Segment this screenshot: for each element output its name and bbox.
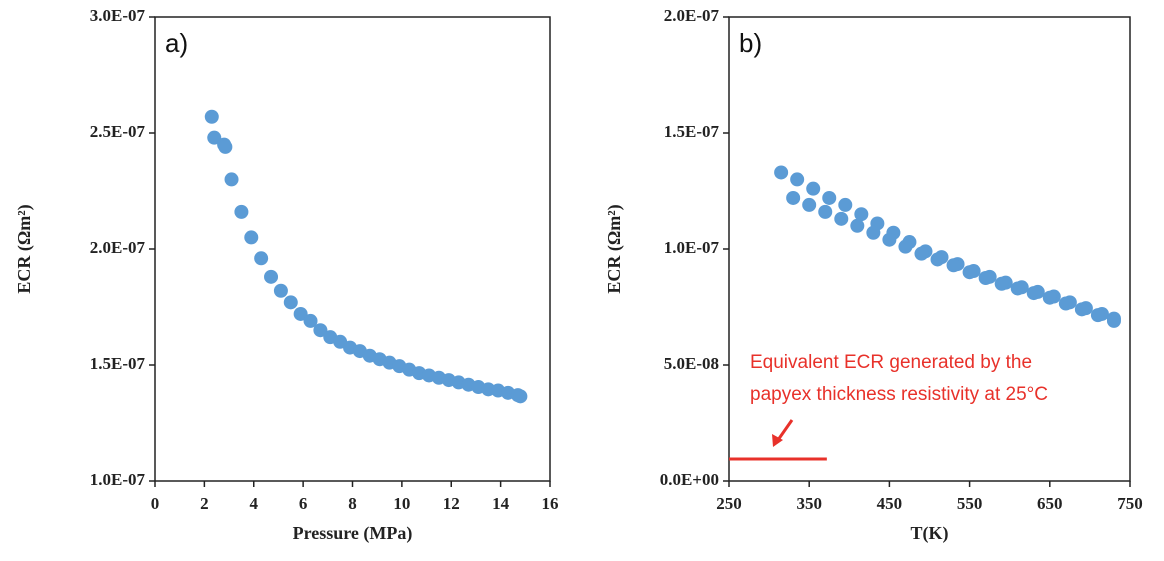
data-point xyxy=(978,271,993,285)
panel-label: a) xyxy=(165,28,188,58)
y-tick-label: 5.0E-08 xyxy=(664,354,719,373)
data-point xyxy=(283,295,298,310)
data-point xyxy=(207,130,222,145)
x-tick-label: 16 xyxy=(542,494,559,513)
data-point xyxy=(822,190,837,205)
data-point xyxy=(218,139,233,154)
data-point xyxy=(930,252,945,267)
x-axis-label: T(K) xyxy=(911,523,949,544)
data-point xyxy=(994,276,1009,291)
data-point xyxy=(946,258,961,273)
data-point xyxy=(273,283,288,298)
y-axis-label: ECR (Ωm²) xyxy=(14,204,35,293)
x-tick-label: 350 xyxy=(796,494,822,513)
annotation: Equivalent ECR generated by the xyxy=(750,352,1032,373)
data-point xyxy=(224,172,239,187)
x-tick-label: 6 xyxy=(299,494,308,513)
data-point xyxy=(1106,313,1121,328)
data-point xyxy=(850,218,865,233)
y-tick-label: 1.0E-07 xyxy=(90,470,146,489)
y-tick-label: 1.5E-07 xyxy=(90,354,146,373)
x-axis-label: Pressure (MPa) xyxy=(293,523,413,544)
y-tick-label: 0.0E+00 xyxy=(660,470,719,489)
panel-label: b) xyxy=(739,28,762,58)
data-point xyxy=(234,204,249,219)
x-tick-label: 4 xyxy=(250,494,259,513)
data-point xyxy=(834,211,849,226)
annotation-arrowhead xyxy=(772,434,783,447)
x-tick-label: 250 xyxy=(716,494,742,513)
data-point xyxy=(806,181,821,196)
x-tick-label: 0 xyxy=(151,494,160,513)
data-point xyxy=(1010,281,1025,296)
data-point xyxy=(1058,296,1073,311)
data-point xyxy=(1026,286,1041,301)
data-point xyxy=(818,204,833,219)
data-point xyxy=(786,190,801,205)
annotation-arrow xyxy=(776,419,794,441)
data-point xyxy=(264,269,279,284)
x-tick-label: 750 xyxy=(1117,494,1143,513)
data-point xyxy=(774,165,789,180)
data-point xyxy=(313,323,328,338)
annotation: papyex thickness resistivity at 25°C xyxy=(750,384,1048,405)
data-point xyxy=(293,306,308,321)
data-point xyxy=(254,251,269,266)
x-tick-label: 2 xyxy=(200,494,209,513)
y-tick-label: 2.0E-07 xyxy=(90,238,146,257)
data-point xyxy=(898,239,913,254)
y-axis-label: ECR (Ωm²) xyxy=(604,204,625,293)
plot-frame xyxy=(154,16,551,482)
data-point xyxy=(914,246,929,261)
data-point xyxy=(854,207,869,222)
data-point xyxy=(882,232,897,247)
x-tick-label: 650 xyxy=(1037,494,1063,513)
data-point xyxy=(962,265,977,280)
data-point xyxy=(1042,290,1057,305)
data-point xyxy=(204,109,219,124)
data-point xyxy=(838,197,853,212)
y-tick-label: 3.0E-07 xyxy=(90,6,146,25)
data-point xyxy=(303,313,318,328)
data-point xyxy=(1074,302,1089,317)
x-tick-label: 550 xyxy=(957,494,983,513)
x-tick-label: 8 xyxy=(348,494,357,513)
data-point xyxy=(513,389,528,404)
data-point xyxy=(790,172,805,187)
y-tick-label: 2.5E-07 xyxy=(90,122,146,141)
x-tick-label: 450 xyxy=(877,494,903,513)
y-tick-label: 1.5E-07 xyxy=(664,122,720,141)
data-point xyxy=(1090,308,1105,323)
data-point xyxy=(244,230,259,245)
data-point xyxy=(866,225,881,240)
x-tick-label: 12 xyxy=(443,494,460,513)
y-tick-label: 2.0E-07 xyxy=(664,6,720,25)
x-tick-label: 14 xyxy=(492,494,510,513)
data-point xyxy=(802,197,817,212)
y-tick-label: 1.0E-07 xyxy=(664,238,720,257)
x-tick-label: 10 xyxy=(393,494,410,513)
